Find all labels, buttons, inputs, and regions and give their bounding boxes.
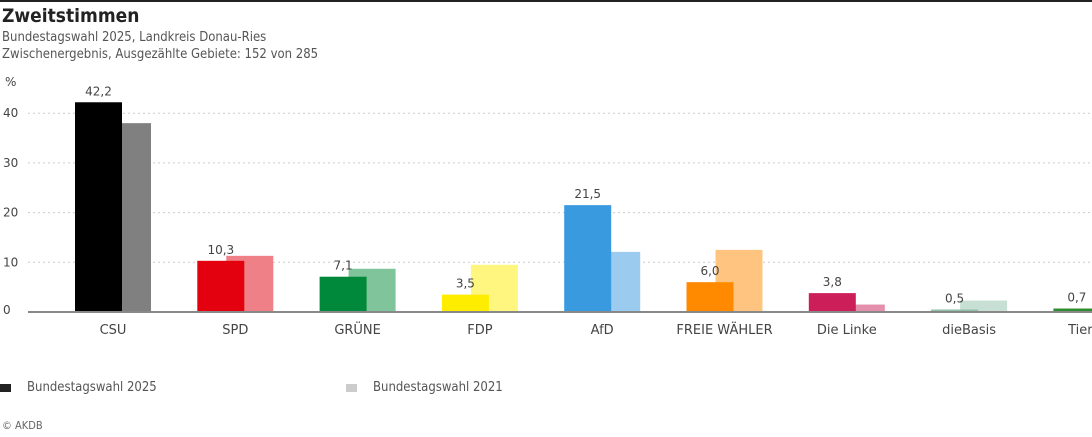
x-tick-label: FDP bbox=[467, 323, 492, 338]
legend-swatch-2025 bbox=[0, 383, 11, 392]
x-tick-label: Tiersch bbox=[1067, 323, 1092, 338]
bar-2025 bbox=[564, 205, 612, 312]
legend-item-2021: Bundestagswahl 2021 bbox=[346, 380, 503, 395]
y-tick-label: 40 bbox=[3, 106, 18, 120]
data-label: 3,8 bbox=[823, 275, 842, 289]
data-label: 7,1 bbox=[334, 259, 353, 273]
bar-2021 bbox=[837, 304, 885, 312]
y-tick-label: 0 bbox=[3, 303, 11, 317]
data-label: 0,5 bbox=[945, 292, 964, 306]
bar-chart: % 0 10 20 30 40 42,2 CSU 10,3 SPD 7,1 GRÜNE 3,5 FDP 21… bbox=[3, 75, 1092, 338]
x-tick-label: SPD bbox=[222, 323, 248, 338]
data-label: 0,7 bbox=[1067, 291, 1086, 305]
legend-swatch-2021 bbox=[346, 383, 357, 392]
x-tick-label: FREIE WÄHLER bbox=[676, 322, 772, 338]
x-tick-label: dieBasis bbox=[942, 323, 996, 338]
data-label: 42,2 bbox=[85, 84, 112, 98]
chart-title: Zweitstimmen bbox=[2, 5, 140, 27]
data-label: 10,3 bbox=[207, 243, 234, 257]
y-axis-unit: % bbox=[5, 75, 16, 89]
legend-label-2025: Bundestagswahl 2025 bbox=[27, 380, 157, 395]
bar-2025 bbox=[808, 293, 856, 312]
bar-2025 bbox=[197, 260, 245, 312]
bar-2025 bbox=[441, 294, 489, 312]
bar-2021 bbox=[960, 300, 1008, 312]
bar-2025 bbox=[75, 102, 122, 313]
y-tick-label: 30 bbox=[3, 156, 18, 170]
x-tick-label: AfD bbox=[591, 323, 614, 338]
copyright: © AKDB bbox=[2, 419, 43, 432]
chart-subtitle: Bundestagswahl 2025, Landkreis Donau-Rie… bbox=[2, 30, 267, 45]
chart-status: Zwischenergebnis, Ausgezählte Gebiete: 1… bbox=[2, 47, 319, 62]
bar-2025 bbox=[319, 276, 367, 312]
legend-item-2025: Bundestagswahl 2025 bbox=[0, 380, 157, 395]
x-tick-label: Die Linke bbox=[817, 323, 877, 338]
y-tick-label: 10 bbox=[3, 255, 18, 269]
x-tick-label: CSU bbox=[100, 323, 127, 338]
data-label: 6,0 bbox=[700, 264, 719, 278]
data-label: 3,5 bbox=[456, 277, 475, 291]
bar-2025 bbox=[1053, 308, 1092, 312]
x-tick-label: GRÜNE bbox=[334, 321, 381, 338]
data-label: 21,5 bbox=[574, 187, 601, 201]
legend-label-2021: Bundestagswahl 2021 bbox=[373, 380, 503, 395]
bar-2025 bbox=[686, 282, 734, 312]
y-tick-label: 20 bbox=[3, 206, 18, 220]
bar-2025 bbox=[931, 309, 979, 312]
